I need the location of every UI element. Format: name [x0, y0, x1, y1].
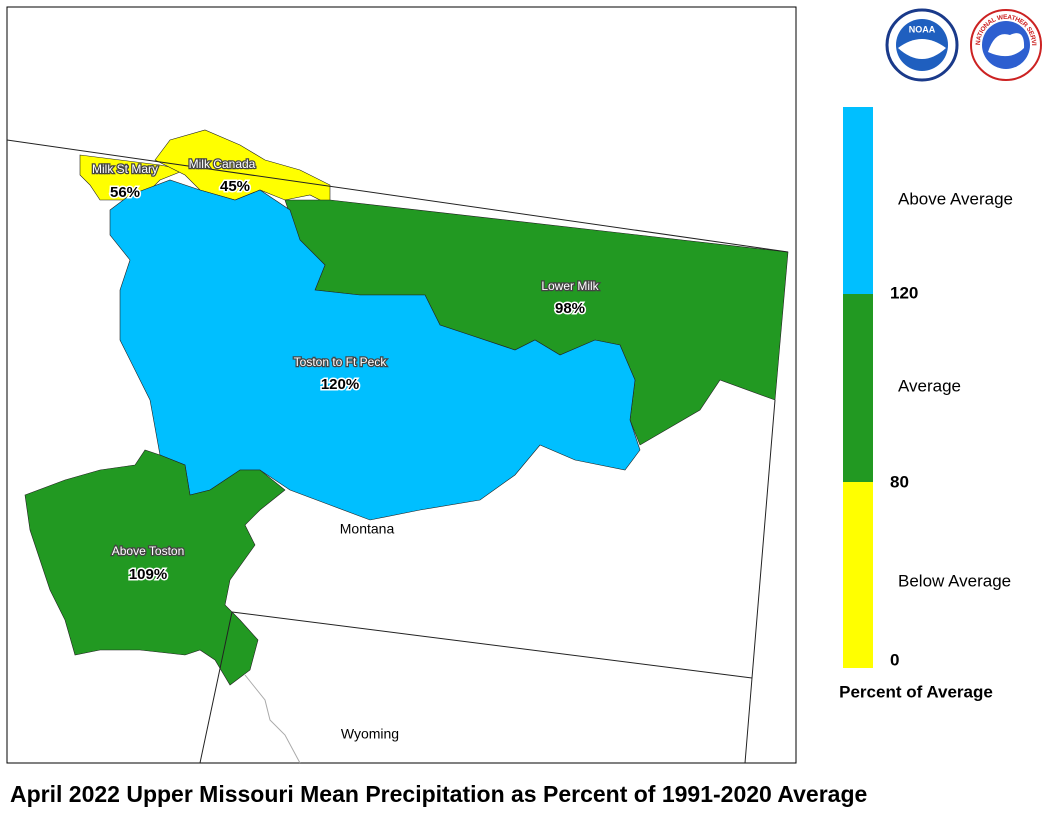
region-name: Lower Milk — [541, 279, 599, 293]
legend-tick: 120 — [890, 283, 918, 302]
legend-swatch — [843, 294, 873, 482]
region-percent: 56% — [110, 184, 140, 201]
legend-tick: 0 — [890, 650, 899, 669]
region-percent: 98% — [555, 300, 585, 317]
legend-tick: 80 — [890, 472, 909, 491]
canada-border — [6, 139, 789, 253]
state-line — [199, 611, 233, 764]
region-name: Milk St Mary — [92, 162, 158, 176]
region-percent: 45% — [220, 178, 250, 195]
region-percent: 120% — [321, 376, 359, 393]
region-name: Toston to Ft Peck — [294, 355, 388, 369]
logo-text: NOAA — [909, 24, 936, 34]
noaa-logo: NOAA — [885, 8, 959, 82]
legend-label: Below Average — [898, 571, 1011, 590]
region-labels: Milk St Mary 56% Milk Canada 45% Lower M… — [91, 156, 601, 585]
boundaries — [6, 139, 789, 764]
legend-title: Percent of Average — [839, 682, 993, 701]
region — [24, 449, 286, 686]
state-name: Wyoming — [341, 726, 399, 742]
state-line — [231, 611, 753, 679]
legend-swatch — [843, 482, 873, 668]
title: April 2022 Upper Missouri Mean Precipita… — [10, 781, 867, 807]
region-name: Above Toston — [112, 544, 185, 558]
region-percent: 109% — [129, 566, 167, 583]
region-name: Milk Canada — [189, 157, 256, 171]
idaho-border — [244, 674, 301, 764]
legend-label: Average — [898, 376, 961, 395]
state-name: Montana — [340, 521, 395, 537]
legend-swatch — [843, 107, 873, 294]
legend-label: Above Average — [898, 189, 1013, 208]
